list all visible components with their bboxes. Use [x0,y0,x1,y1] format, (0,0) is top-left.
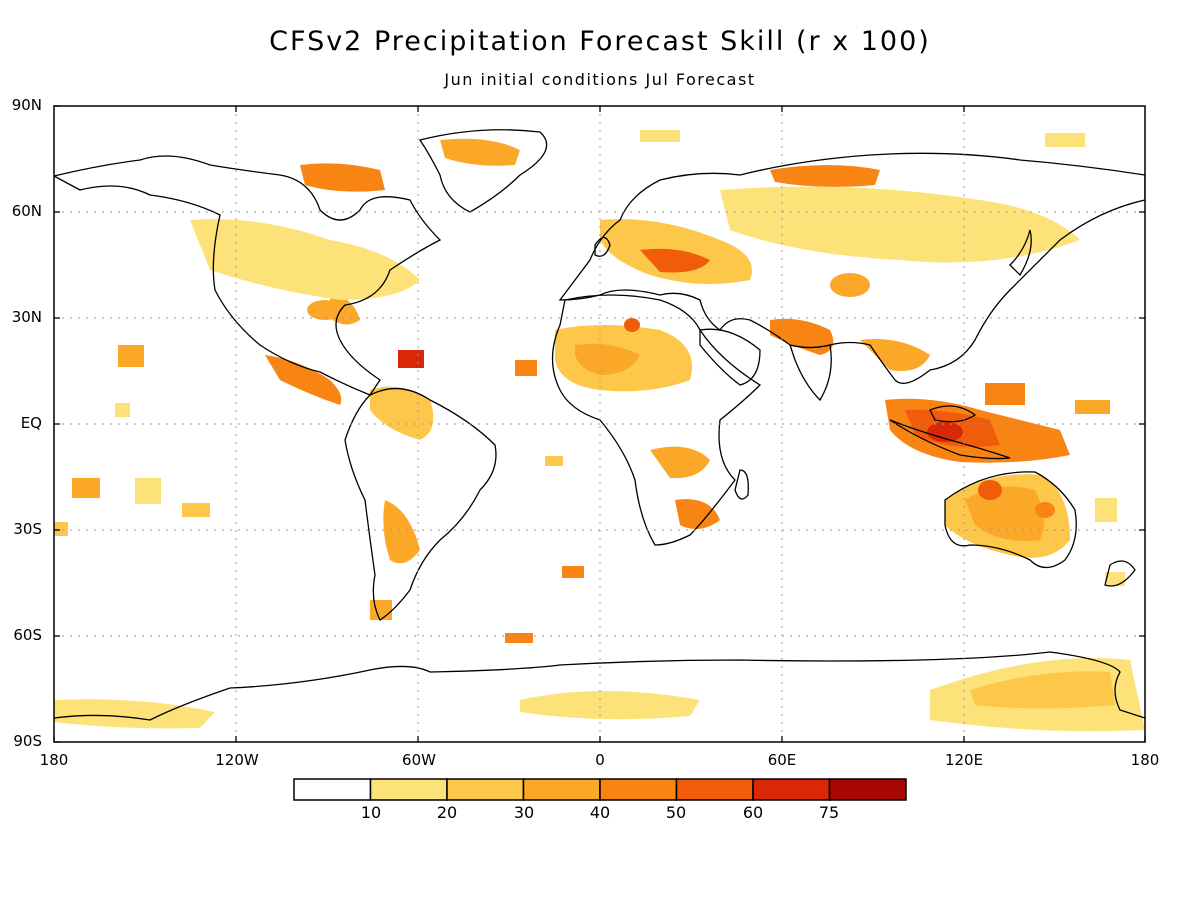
lat-label-60s: 60S [13,626,42,644]
colorbar-box-0 [293,778,372,801]
colorbar-label-20: 20 [436,803,458,822]
chart-title: CFSv2 Precipitation Forecast Skill (r x … [269,26,931,57]
lat-label-30s: 30S [13,520,42,538]
lat-label-90s: 90S [13,732,42,750]
lon-label-60w: 60W [402,751,436,769]
colorbar [293,778,907,801]
colorbar-box-4 [599,778,678,801]
colorbar-label-10: 10 [360,803,382,822]
colorbar-label-60: 60 [742,803,764,822]
colorbar-box-5 [675,778,754,801]
colorbar-box-2 [446,778,525,801]
colorbar-label-50: 50 [665,803,687,822]
lat-label-90n: 90N [11,96,42,114]
colorbar-box-3 [522,778,601,801]
lon-label-60e: 60E [767,751,797,769]
map-frame [53,105,1146,743]
lon-label-180e: 180 [1130,751,1160,769]
lon-label-180w: 180 [39,751,69,769]
colorbar-box-1 [369,778,448,801]
coastlines [54,129,1145,721]
colorbar-box-7 [828,778,907,801]
colorbar-label-30: 30 [513,803,535,822]
lon-label-0: 0 [595,751,605,769]
lat-label-60n: 60N [11,202,42,220]
colorbar-box-6 [752,778,831,801]
lon-label-120w: 120W [215,751,259,769]
skill-shading [54,130,1145,732]
graticule [54,106,1145,742]
colorbar-label-40: 40 [589,803,611,822]
lat-label-30n: 30N [11,308,42,326]
colorbar-label-75: 75 [818,803,840,822]
chart-subtitle: Jun initial conditions Jul Forecast [444,70,756,89]
lat-label-eq: EQ [20,414,42,432]
lon-label-120e: 120E [944,751,984,769]
